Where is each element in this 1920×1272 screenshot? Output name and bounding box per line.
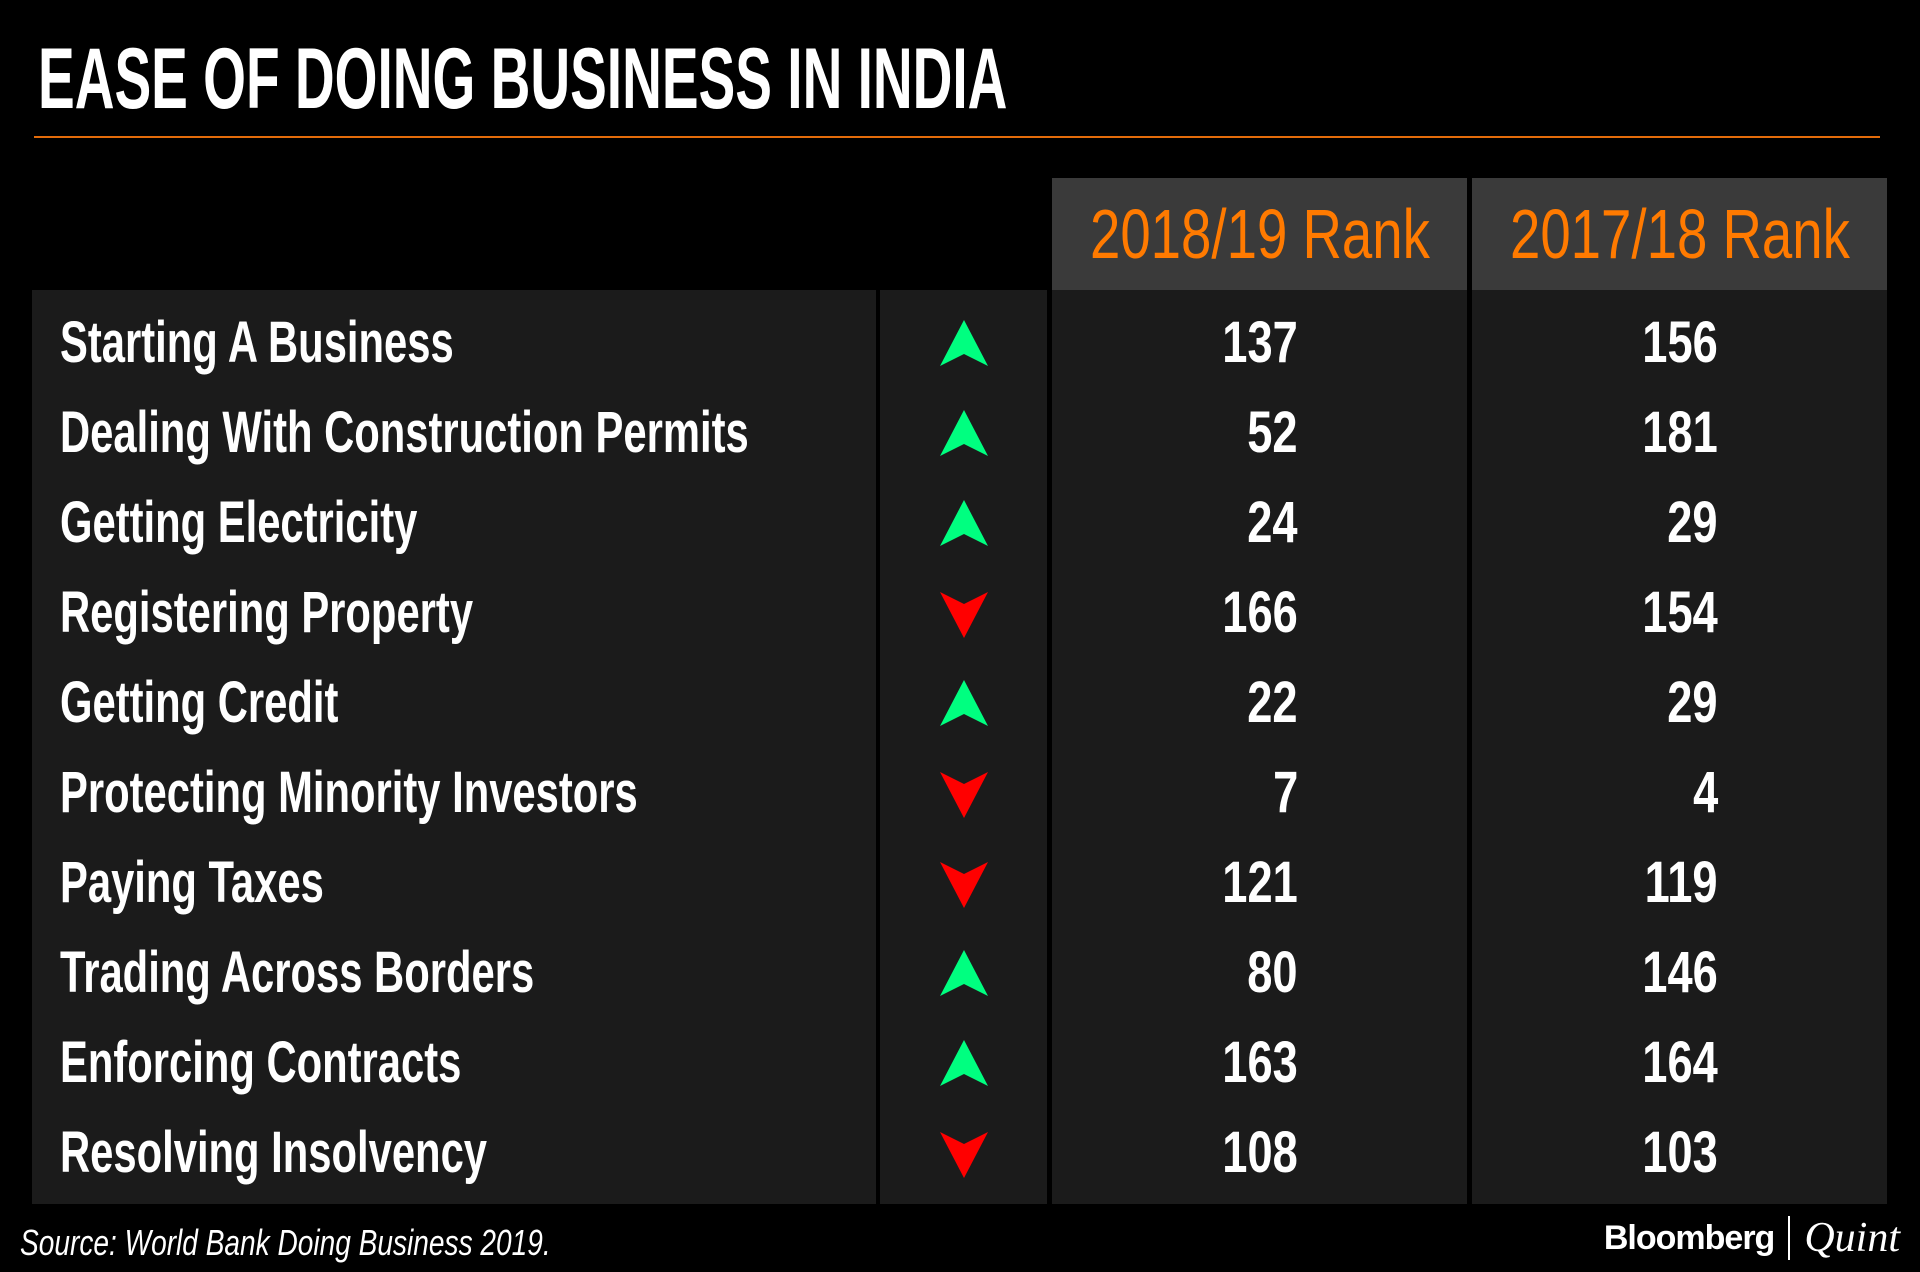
indicator-label: Trading Across Borders	[60, 940, 535, 1005]
table-row: Getting Electricity 24 29	[0, 478, 1920, 568]
table-row: Starting A Business 137 156	[0, 298, 1920, 388]
arrow-down-icon	[940, 862, 988, 908]
rank-2017-18: 154	[1642, 580, 1718, 645]
rank-2018-19: 137	[1222, 310, 1298, 375]
rank-2017-18: 29	[1667, 490, 1718, 555]
header-2017-18: 2017/18 Rank	[1472, 178, 1887, 290]
indicator-label: Getting Electricity	[60, 490, 418, 555]
indicator-label: Starting A Business	[60, 310, 454, 375]
logo-divider	[1788, 1216, 1791, 1260]
header-2018-19: 2018/19 Rank	[1052, 178, 1467, 290]
rank-2017-18: 164	[1642, 1030, 1718, 1095]
table-row: Trading Across Borders 80 146	[0, 928, 1920, 1018]
arrow-up-icon	[940, 500, 988, 546]
indicator-label: Paying Taxes	[60, 850, 324, 915]
arrow-down-icon	[940, 772, 988, 818]
header-label: 2017/18 Rank	[1509, 195, 1850, 273]
rank-2018-19: 163	[1222, 1030, 1298, 1095]
table-row: Getting Credit 22 29	[0, 658, 1920, 748]
header-label: 2018/19 Rank	[1089, 195, 1430, 273]
rank-2017-18: 146	[1642, 940, 1718, 1005]
rank-2017-18: 181	[1642, 400, 1718, 465]
arrow-up-icon	[940, 320, 988, 366]
table-row: Enforcing Contracts 163 164	[0, 1018, 1920, 1108]
rank-2018-19: 108	[1222, 1120, 1298, 1185]
table-row: Registering Property 166 154	[0, 568, 1920, 658]
arrow-up-icon	[940, 410, 988, 456]
indicator-label: Protecting Minority Investors	[60, 760, 638, 825]
rank-2017-18: 29	[1667, 670, 1718, 735]
page-title: EASE OF DOING BUSINESS IN INDIA	[38, 31, 1008, 127]
rank-2018-19: 121	[1222, 850, 1298, 915]
rank-2017-18-column	[1472, 290, 1887, 1204]
source-note: Source: World Bank Doing Business 2019.	[20, 1222, 551, 1263]
arrow-down-icon	[940, 1132, 988, 1178]
indicator-label: Dealing With Construction Permits	[60, 400, 749, 465]
arrow-up-icon	[940, 1040, 988, 1086]
rank-2018-19-column	[1052, 290, 1467, 1204]
rank-2017-18: 119	[1645, 850, 1718, 915]
rank-2018-19: 166	[1222, 580, 1298, 645]
logo-quint: Quint	[1804, 1215, 1900, 1261]
rank-2018-19: 52	[1247, 400, 1298, 465]
arrow-down-icon	[940, 592, 988, 638]
indicator-label: Enforcing Contracts	[60, 1030, 462, 1095]
rank-2017-18: 103	[1642, 1120, 1718, 1185]
indicator-label: Getting Credit	[60, 670, 339, 735]
arrow-up-icon	[940, 680, 988, 726]
rank-2018-19: 80	[1247, 940, 1298, 1005]
table-row: Dealing With Construction Permits 52 181	[0, 388, 1920, 478]
rank-2017-18: 156	[1642, 310, 1718, 375]
indicator-column	[32, 290, 876, 1204]
arrow-up-icon	[940, 950, 988, 996]
indicator-label: Registering Property	[60, 580, 474, 645]
title-divider	[34, 136, 1880, 138]
rank-2017-18: 4	[1692, 760, 1718, 825]
logo-bloomberg: Bloomberg	[1603, 1218, 1775, 1257]
indicator-label: Resolving Insolvency	[60, 1120, 488, 1185]
brand-logo: Bloomberg Quint	[1604, 1214, 1900, 1262]
rank-2018-19: 22	[1247, 670, 1298, 735]
table-row: Paying Taxes 121 119	[0, 838, 1920, 928]
rank-2018-19: 24	[1247, 490, 1298, 555]
rank-2018-19: 7	[1272, 760, 1298, 825]
table-row: Protecting Minority Investors 7 4	[0, 748, 1920, 838]
table-row: Resolving Insolvency 108 103	[0, 1108, 1920, 1198]
